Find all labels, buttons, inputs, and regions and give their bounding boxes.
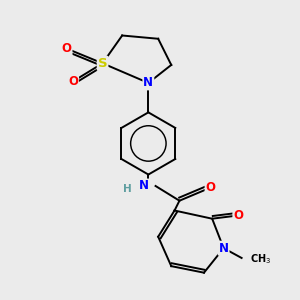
- Text: N: N: [139, 179, 148, 193]
- Text: O: O: [61, 42, 72, 55]
- Text: H: H: [123, 184, 131, 194]
- Text: N: N: [219, 242, 229, 255]
- Text: CH$_3$: CH$_3$: [250, 253, 271, 266]
- Text: O: O: [233, 209, 243, 222]
- Text: S: S: [98, 57, 107, 70]
- Text: O: O: [206, 181, 215, 194]
- Text: N: N: [143, 76, 153, 89]
- Text: O: O: [68, 75, 78, 88]
